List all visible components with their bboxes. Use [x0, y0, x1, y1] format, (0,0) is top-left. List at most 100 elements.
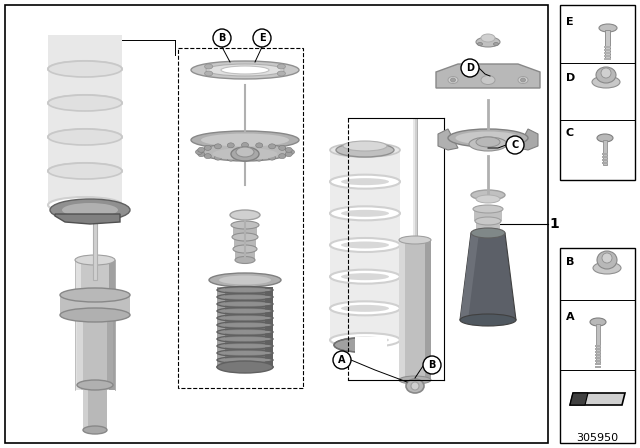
Ellipse shape	[206, 64, 284, 76]
Ellipse shape	[285, 152, 292, 157]
Polygon shape	[48, 69, 122, 103]
Ellipse shape	[235, 257, 255, 263]
Ellipse shape	[364, 340, 384, 350]
Ellipse shape	[341, 210, 389, 217]
Ellipse shape	[596, 67, 616, 83]
Bar	[93, 220, 97, 280]
Bar	[5, 5, 548, 443]
Bar	[560, 5, 635, 180]
Ellipse shape	[597, 134, 613, 142]
Bar	[83, 385, 88, 430]
Ellipse shape	[214, 144, 221, 149]
Ellipse shape	[330, 270, 400, 284]
Bar	[602, 156, 608, 158]
Bar	[77, 315, 113, 385]
Bar	[399, 240, 431, 380]
Polygon shape	[48, 171, 122, 205]
Ellipse shape	[191, 61, 299, 79]
Bar	[476, 221, 500, 233]
Ellipse shape	[256, 156, 262, 161]
Ellipse shape	[48, 95, 122, 111]
Bar	[109, 260, 115, 390]
Ellipse shape	[330, 143, 400, 157]
Polygon shape	[48, 137, 122, 171]
Ellipse shape	[205, 64, 212, 69]
Bar	[75, 260, 115, 390]
Ellipse shape	[48, 197, 122, 213]
Polygon shape	[330, 150, 400, 182]
Ellipse shape	[473, 205, 503, 213]
Ellipse shape	[493, 43, 499, 46]
Bar	[603, 140, 607, 165]
Text: D: D	[466, 63, 474, 73]
Ellipse shape	[231, 147, 259, 161]
Polygon shape	[48, 103, 122, 137]
Ellipse shape	[476, 37, 500, 47]
Polygon shape	[330, 213, 400, 245]
Ellipse shape	[602, 253, 612, 263]
Ellipse shape	[221, 66, 269, 74]
Ellipse shape	[59, 201, 111, 209]
Bar	[595, 345, 601, 347]
Ellipse shape	[277, 64, 285, 69]
Ellipse shape	[330, 333, 400, 347]
Ellipse shape	[406, 379, 424, 393]
Bar	[560, 248, 635, 443]
Ellipse shape	[214, 155, 221, 160]
Ellipse shape	[277, 71, 285, 76]
Ellipse shape	[448, 129, 528, 147]
Ellipse shape	[336, 143, 394, 157]
Text: D: D	[566, 73, 575, 83]
Bar	[595, 360, 601, 362]
Ellipse shape	[278, 154, 285, 159]
Bar	[413, 118, 415, 370]
Bar	[107, 315, 113, 385]
Ellipse shape	[217, 323, 273, 327]
Ellipse shape	[219, 276, 271, 284]
Ellipse shape	[471, 228, 505, 238]
Ellipse shape	[241, 142, 248, 147]
Ellipse shape	[217, 330, 273, 334]
Circle shape	[461, 59, 479, 77]
Ellipse shape	[330, 175, 400, 189]
Ellipse shape	[198, 152, 205, 157]
Text: C: C	[511, 140, 518, 150]
Bar	[602, 159, 608, 161]
Bar	[595, 348, 601, 350]
Polygon shape	[436, 64, 540, 88]
Ellipse shape	[269, 155, 276, 160]
Ellipse shape	[48, 163, 122, 179]
Bar	[413, 118, 417, 370]
Polygon shape	[330, 277, 400, 308]
Bar	[178, 48, 303, 388]
Ellipse shape	[205, 71, 212, 76]
Ellipse shape	[48, 95, 122, 111]
Ellipse shape	[233, 245, 257, 253]
Ellipse shape	[330, 207, 400, 220]
Bar	[77, 315, 83, 385]
Ellipse shape	[481, 34, 495, 42]
Bar	[217, 287, 225, 367]
Polygon shape	[330, 308, 400, 340]
Bar	[178, 48, 303, 388]
Bar	[595, 363, 601, 365]
Ellipse shape	[50, 199, 130, 221]
Ellipse shape	[469, 137, 507, 151]
Circle shape	[423, 356, 441, 374]
Ellipse shape	[451, 78, 456, 82]
Ellipse shape	[83, 426, 107, 434]
Ellipse shape	[59, 167, 111, 175]
Ellipse shape	[217, 361, 273, 373]
Bar	[595, 366, 601, 368]
Ellipse shape	[334, 338, 386, 352]
Ellipse shape	[200, 143, 290, 161]
Polygon shape	[438, 129, 458, 150]
Ellipse shape	[601, 68, 611, 78]
Ellipse shape	[48, 129, 122, 145]
Bar	[265, 287, 273, 367]
Ellipse shape	[212, 148, 278, 160]
Ellipse shape	[75, 255, 115, 265]
Polygon shape	[330, 182, 400, 213]
Polygon shape	[330, 245, 400, 277]
Ellipse shape	[191, 131, 299, 149]
